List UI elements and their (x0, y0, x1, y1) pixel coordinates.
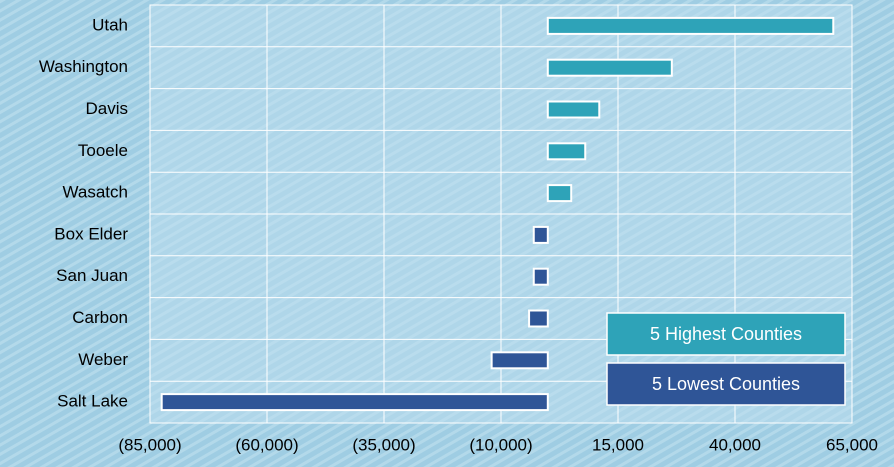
bar (532, 267, 549, 286)
legend: 5 Highest Counties 5 Lowest Counties (606, 312, 846, 406)
y-tick-label: Wasatch (62, 183, 128, 202)
x-tick-label: 40,000 (709, 435, 761, 454)
x-tick-label: (60,000) (235, 435, 298, 454)
x-tick-label: 65,000 (826, 435, 878, 454)
y-tick-label: Tooele (78, 141, 128, 160)
y-tick-label: Weber (78, 350, 128, 369)
y-tick-label: Carbon (72, 308, 128, 327)
y-tick-label: Washington (39, 57, 128, 76)
bar (546, 142, 587, 161)
x-tick-label: (10,000) (469, 435, 532, 454)
y-tick-label: Salt Lake (57, 392, 128, 411)
legend-label: 5 Highest Counties (650, 324, 802, 344)
legend-box (606, 312, 846, 356)
bar (546, 58, 673, 77)
y-tick-label: Box Elder (54, 224, 128, 243)
bar (528, 309, 549, 328)
bar (490, 351, 549, 370)
legend-box (606, 362, 846, 406)
bar (160, 393, 549, 412)
x-tick-label: 15,000 (592, 435, 644, 454)
x-tick-label: (35,000) (352, 435, 415, 454)
y-tick-label: Utah (92, 15, 128, 34)
bar (546, 184, 573, 203)
y-tick-label: Davis (85, 99, 128, 118)
x-tick-label: (85,000) (118, 435, 181, 454)
bar (532, 225, 549, 244)
y-tick-label: San Juan (56, 266, 128, 285)
bar (546, 100, 601, 119)
legend-label: 5 Lowest Counties (652, 374, 800, 394)
bar (546, 16, 835, 35)
